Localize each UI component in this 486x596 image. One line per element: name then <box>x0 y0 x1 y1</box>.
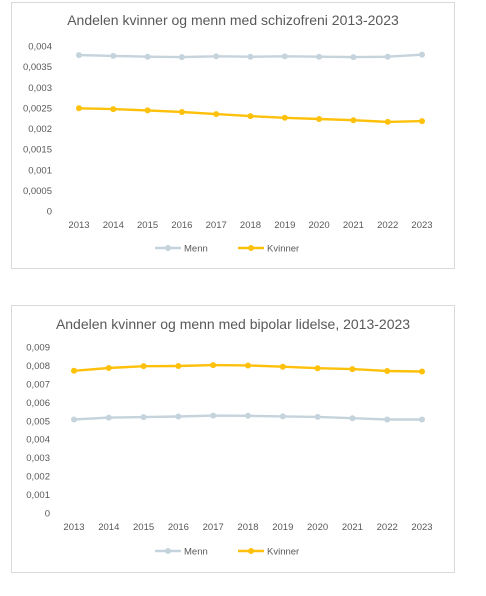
data-point-kvinner <box>210 362 217 369</box>
data-point-menn <box>175 413 182 420</box>
data-point-kvinner <box>384 118 391 125</box>
data-point-kvinner <box>419 368 425 375</box>
y-tick-label: 0,0015 <box>23 145 52 156</box>
x-tick-label: 2022 <box>377 220 398 231</box>
x-tick-label: 2020 <box>309 220 330 231</box>
data-point-kvinner <box>279 363 286 370</box>
x-tick-label: 2014 <box>98 522 119 533</box>
data-point-menn <box>71 416 77 423</box>
data-point-menn <box>144 53 151 60</box>
data-point-menn <box>110 52 117 59</box>
data-point-menn <box>279 413 286 420</box>
y-tick-label: 0 <box>47 207 52 218</box>
data-point-kvinner <box>144 107 151 114</box>
x-tick-label: 2018 <box>240 220 261 231</box>
y-tick-label: 0,003 <box>28 83 52 94</box>
data-point-menn <box>349 415 356 422</box>
x-tick-label: 2016 <box>171 220 192 231</box>
data-point-kvinner <box>314 365 321 372</box>
data-point-kvinner <box>350 117 357 124</box>
y-tick-label: 0,001 <box>26 490 50 501</box>
x-tick-label: 2023 <box>411 522 432 533</box>
data-point-menn <box>350 54 357 61</box>
chart-bipolar-svg: Andelen kvinner og menn med bipolar lide… <box>26 316 432 558</box>
legend-label-menn: Menn <box>184 547 208 558</box>
data-point-kvinner <box>384 367 391 374</box>
legend-label-menn: Menn <box>184 244 208 255</box>
y-tick-label: 0,007 <box>26 379 50 390</box>
data-point-kvinner <box>247 113 254 120</box>
y-tick-label: 0 <box>45 509 50 520</box>
data-point-menn <box>316 53 323 60</box>
data-point-menn <box>419 51 425 58</box>
data-point-menn <box>281 53 288 60</box>
y-tick-label: 0,005 <box>26 416 50 427</box>
data-point-menn <box>76 52 82 59</box>
y-tick-label: 0,0025 <box>23 103 52 114</box>
data-point-menn <box>247 53 254 60</box>
data-point-kvinner <box>175 362 182 369</box>
data-point-menn <box>419 416 425 423</box>
legend-marker-menn <box>165 245 171 251</box>
y-tick-label: 0,001 <box>28 165 52 176</box>
x-tick-label: 2021 <box>343 220 364 231</box>
data-point-menn <box>178 54 185 61</box>
data-point-menn <box>314 413 321 420</box>
x-tick-label: 2017 <box>203 522 224 533</box>
chart-schizofreni: Andelen kvinner og menn med schizofreni … <box>11 2 455 269</box>
y-tick-label: 0,0035 <box>23 62 52 73</box>
data-point-kvinner <box>213 111 220 118</box>
data-point-kvinner <box>245 362 251 369</box>
x-tick-label: 2023 <box>411 220 432 231</box>
data-point-menn <box>245 412 251 419</box>
y-tick-label: 0,002 <box>28 124 52 135</box>
y-tick-label: 0,006 <box>26 398 50 409</box>
x-tick-label: 2016 <box>168 522 189 533</box>
chart-schizofreni-svg: Andelen kvinner og menn med schizofreni … <box>23 12 433 255</box>
x-tick-label: 2017 <box>206 220 227 231</box>
x-tick-label: 2015 <box>137 220 158 231</box>
x-tick-label: 2020 <box>307 522 328 533</box>
data-point-kvinner <box>349 366 356 373</box>
y-tick-label: 0,004 <box>28 42 52 53</box>
legend-label-kvinner: Kvinner <box>267 547 299 558</box>
x-tick-label: 2018 <box>237 522 258 533</box>
x-tick-label: 2021 <box>342 522 363 533</box>
x-tick-label: 2013 <box>63 522 84 533</box>
x-tick-label: 2022 <box>377 522 398 533</box>
x-tick-label: 2019 <box>272 522 293 533</box>
data-point-menn <box>384 416 391 423</box>
y-tick-label: 0,004 <box>26 435 50 446</box>
data-point-kvinner <box>178 109 185 115</box>
data-point-kvinner <box>110 106 117 113</box>
y-tick-label: 0,003 <box>26 453 50 464</box>
x-tick-label: 2015 <box>133 522 154 533</box>
x-tick-label: 2014 <box>103 220 124 231</box>
legend-label-kvinner: Kvinner <box>267 244 299 255</box>
y-tick-label: 0,002 <box>26 472 50 483</box>
chart-bipolar: Andelen kvinner og menn med bipolar lide… <box>11 305 455 573</box>
chart-title: Andelen kvinner og menn med bipolar lide… <box>56 316 410 332</box>
data-point-kvinner <box>281 114 288 121</box>
legend-marker-kvinner <box>248 245 254 251</box>
data-point-menn <box>210 412 217 419</box>
data-point-menn <box>105 414 112 421</box>
data-point-kvinner <box>76 105 82 112</box>
y-tick-label: 0,008 <box>26 361 50 372</box>
data-point-kvinner <box>316 116 323 123</box>
data-point-menn <box>213 53 220 60</box>
y-tick-label: 0,0005 <box>23 186 52 197</box>
data-point-menn <box>140 414 147 421</box>
data-point-kvinner <box>105 365 112 372</box>
x-tick-label: 2019 <box>274 220 295 231</box>
data-point-kvinner <box>419 118 425 125</box>
legend-marker-menn <box>165 548 171 554</box>
x-tick-label: 2013 <box>68 220 89 231</box>
data-point-kvinner <box>140 363 147 370</box>
data-point-menn <box>384 53 391 60</box>
data-point-kvinner <box>71 367 77 374</box>
chart-title: Andelen kvinner og menn med schizofreni … <box>67 12 399 28</box>
y-tick-label: 0,009 <box>26 343 50 354</box>
legend-marker-kvinner <box>248 548 254 554</box>
